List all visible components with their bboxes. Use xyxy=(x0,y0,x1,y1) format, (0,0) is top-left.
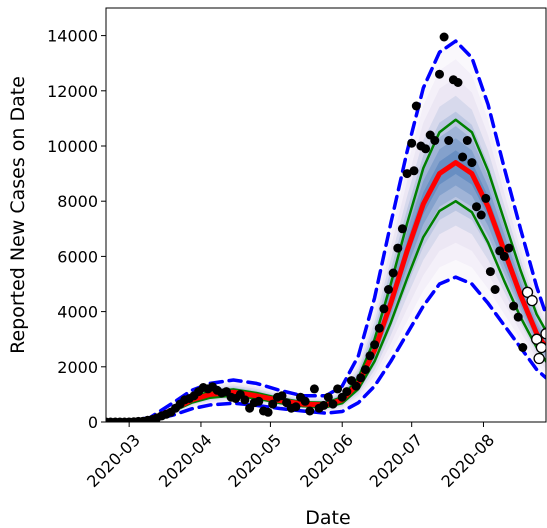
held-out-point xyxy=(531,333,543,345)
observed-point xyxy=(365,351,375,361)
outer-upper-line xyxy=(106,39,546,422)
observed-point xyxy=(472,202,481,212)
observed-point xyxy=(384,285,393,294)
observed-point xyxy=(453,78,463,87)
observed-point xyxy=(342,387,352,397)
observed-point xyxy=(435,69,444,79)
observed-point xyxy=(407,138,417,148)
observed-point xyxy=(462,136,472,145)
observed-point xyxy=(328,399,338,409)
x-axis-label: Date xyxy=(305,507,350,528)
outer-lower-line xyxy=(106,275,546,422)
observed-point xyxy=(490,285,500,294)
y-tick-label: 10000 xyxy=(47,137,98,156)
observed-point xyxy=(333,384,343,394)
y-tick-label: 6000 xyxy=(57,247,98,266)
y-tick-label: 2000 xyxy=(57,358,98,377)
observed-point xyxy=(409,166,419,176)
observed-point xyxy=(268,399,278,409)
observed-point xyxy=(499,251,509,261)
observed-point xyxy=(439,32,449,42)
y-axis-label: Reported New Cases on Date xyxy=(7,76,29,354)
observed-point xyxy=(513,312,523,322)
held-out-point xyxy=(535,341,546,354)
observed-point xyxy=(240,395,250,405)
observed-point xyxy=(351,381,361,391)
observed-point xyxy=(481,193,491,203)
y-tick-label: 12000 xyxy=(47,82,98,101)
y-tick-label: 8000 xyxy=(57,192,98,211)
observed-point xyxy=(485,267,495,277)
observed-point xyxy=(397,224,407,234)
observed-point xyxy=(309,384,319,394)
observed-point xyxy=(402,169,412,179)
observed-point xyxy=(300,396,310,406)
y-tick-label: 4000 xyxy=(57,303,98,322)
observed-point xyxy=(370,340,380,350)
observed-point xyxy=(504,243,514,253)
y-tick-label: 14000 xyxy=(47,27,98,46)
held-out-point xyxy=(540,328,546,340)
observed-point xyxy=(356,373,366,383)
observed-point xyxy=(476,210,486,220)
observed-point xyxy=(388,268,398,278)
observed-point xyxy=(263,407,273,417)
observed-point xyxy=(421,144,431,154)
observed-point xyxy=(411,101,421,111)
uncertainty-band xyxy=(106,126,546,422)
observed-point xyxy=(444,136,454,145)
observed-point xyxy=(254,396,264,406)
held-out-point xyxy=(533,352,545,365)
observed-point xyxy=(393,243,403,253)
observed-point xyxy=(467,158,477,168)
data-points xyxy=(106,32,546,422)
observed-point xyxy=(305,406,315,416)
observed-point xyxy=(509,301,519,311)
observed-point xyxy=(430,136,440,145)
observed-point xyxy=(323,392,333,402)
observed-point xyxy=(291,402,301,412)
uncertainty-band xyxy=(106,111,546,422)
uncertainty-band xyxy=(106,77,546,422)
observed-point xyxy=(360,365,370,375)
uncertainty-band xyxy=(106,59,546,422)
observed-point xyxy=(379,304,389,314)
observed-point xyxy=(374,323,384,333)
observed-point xyxy=(518,343,528,352)
observed-point xyxy=(277,391,287,401)
held-out-point xyxy=(521,286,534,298)
observed-point xyxy=(319,400,329,410)
held-out-point xyxy=(526,294,538,307)
y-tick-label: 0 xyxy=(88,413,98,432)
plot-frame xyxy=(105,7,547,423)
observed-point xyxy=(458,152,468,162)
